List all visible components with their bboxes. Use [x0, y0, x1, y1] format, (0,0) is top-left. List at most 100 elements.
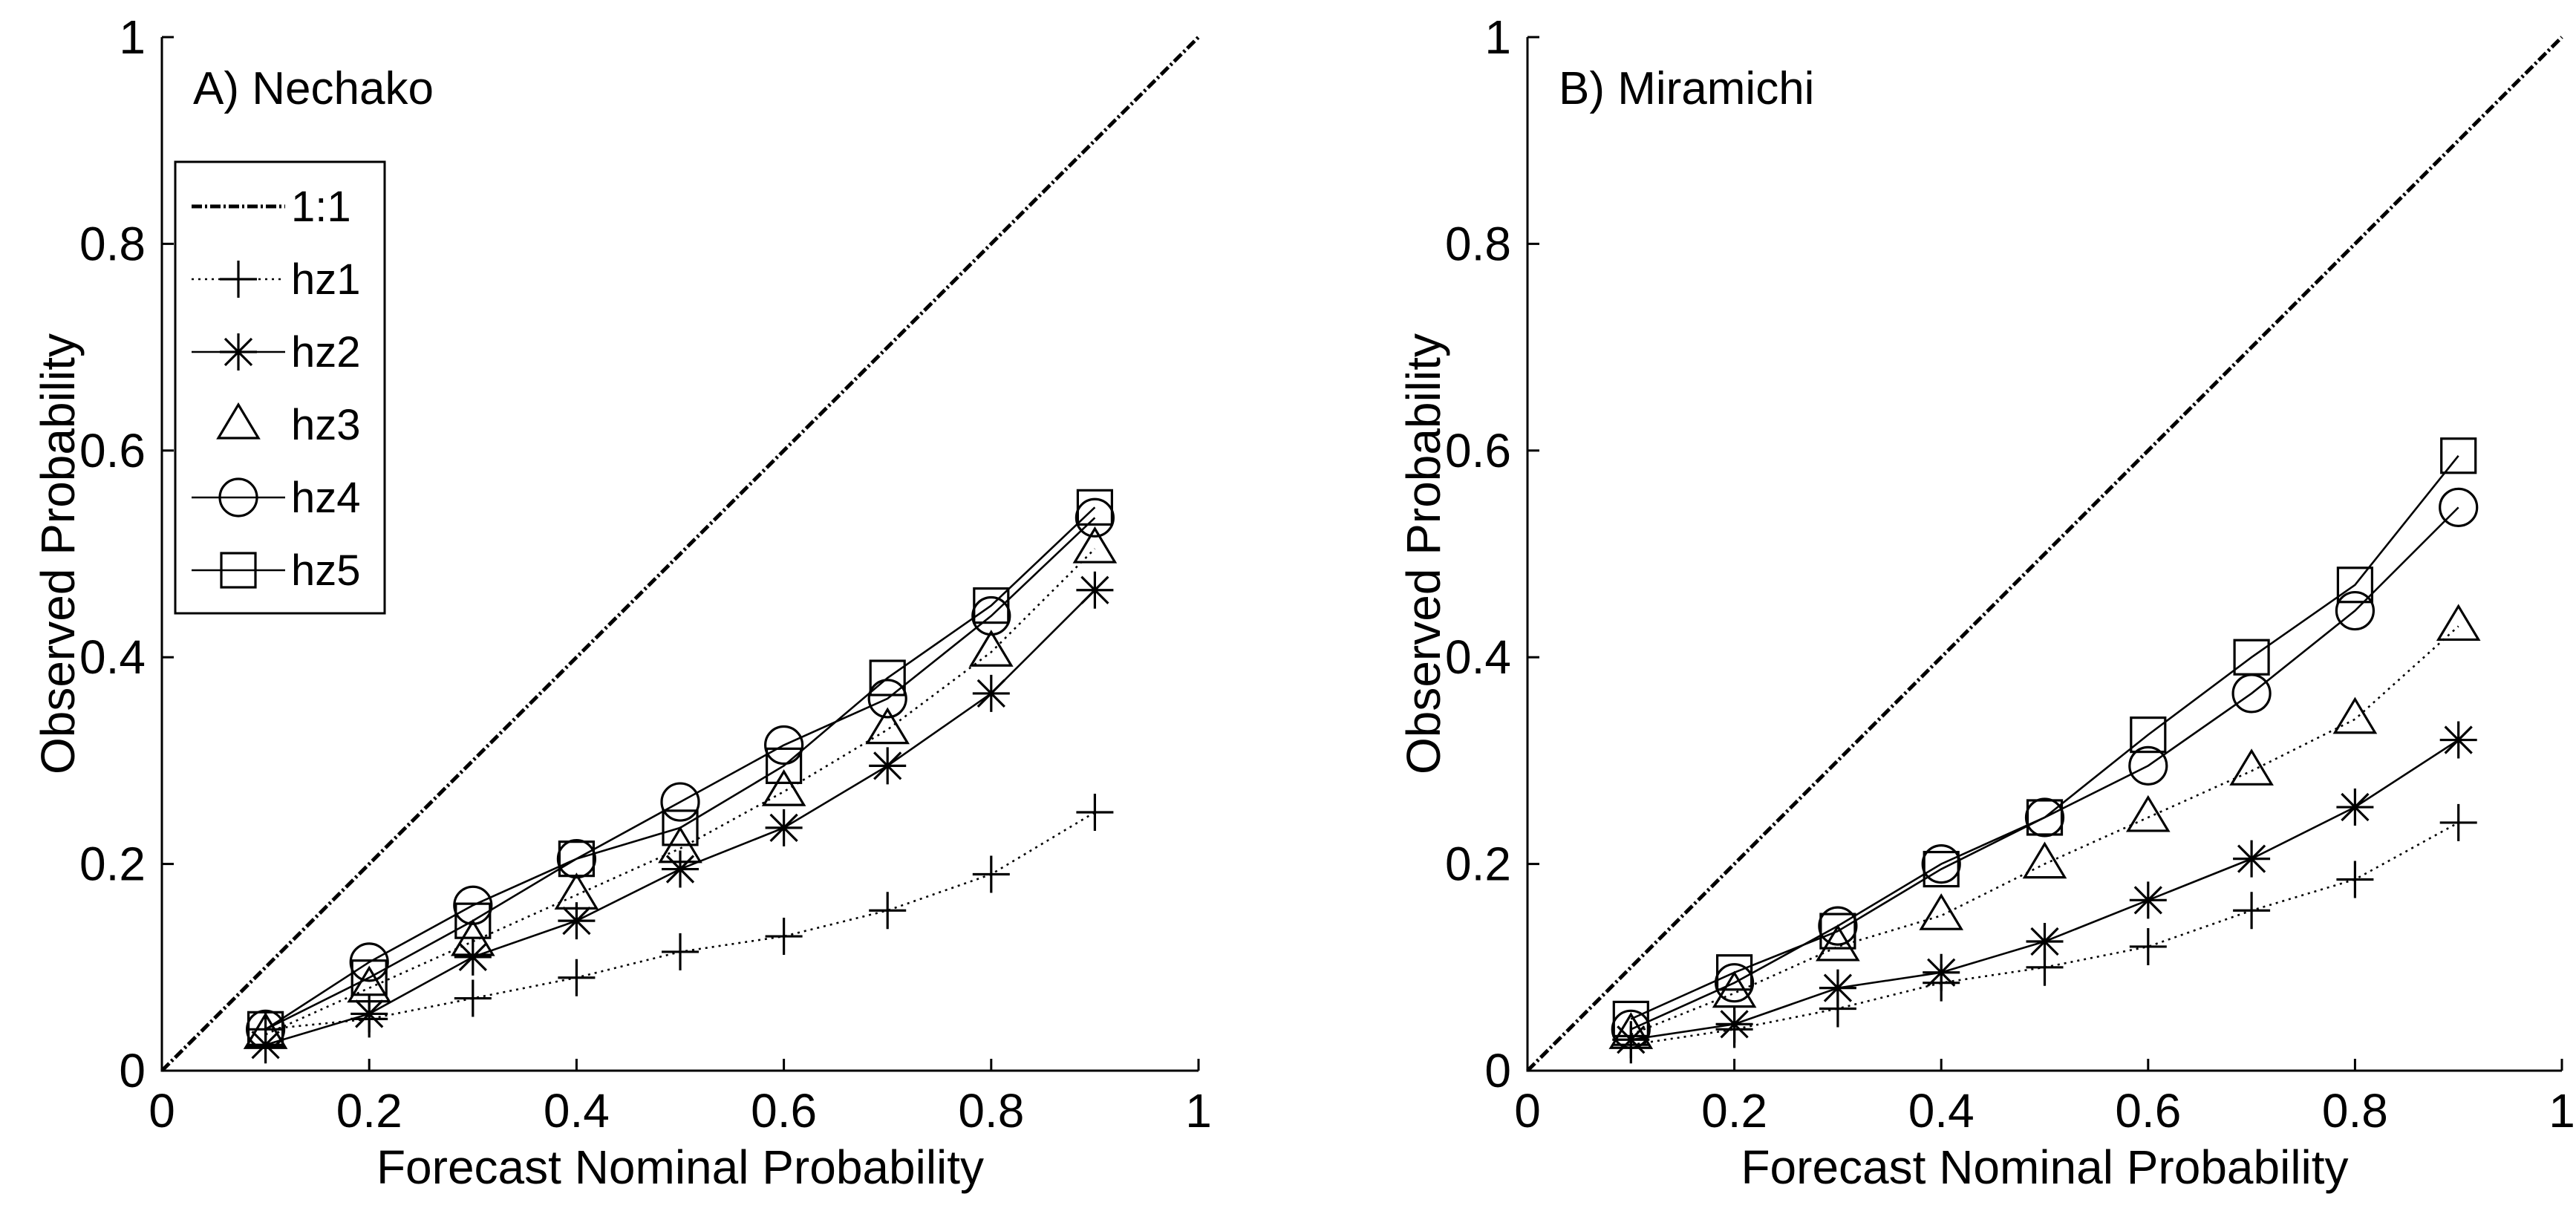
point-hz1-b	[2439, 803, 2477, 841]
point-hz5-a	[454, 902, 492, 939]
reference-line-1to1-a	[160, 36, 1200, 1072]
point-hz5-a	[247, 1011, 284, 1048]
y-tick-label-a: 0.2	[79, 838, 146, 891]
y-tick-label-b: 0.2	[1445, 838, 1511, 891]
y-tick-label-b: 1	[1484, 10, 1511, 64]
point-hz2-b	[1612, 1021, 1650, 1059]
point-hz5-b	[1716, 954, 1753, 991]
point-hz5-a	[1076, 489, 1114, 526]
legend-label: hz3	[291, 401, 361, 449]
point-hz3-a	[1072, 526, 1118, 564]
x-tick-label-a: 0	[149, 1084, 175, 1137]
chart-panel-a: 0 0.2 0.4 0.6 0.8 1 0 0.2 0.4 0.6 0.8 1 Forecast Nom…	[31, 10, 1212, 1194]
x-tick-label-b: 1	[2549, 1084, 2575, 1137]
point-hz2-b	[2233, 840, 2271, 878]
point-hz2-b	[2026, 923, 2064, 960]
point-hz5-a	[869, 659, 906, 696]
point-hz1-a	[1076, 794, 1114, 831]
y-tick-label-b: 0.6	[1445, 424, 1511, 477]
y-tick-label-a: 0.4	[79, 630, 146, 684]
point-hz4-b	[2128, 745, 2168, 786]
legend-marker-hz4	[218, 477, 258, 518]
x-tick-label-b: 0.2	[1701, 1084, 1767, 1137]
point-hz5-b	[2440, 437, 2477, 474]
series-line-hz2-a	[265, 589, 1096, 1046]
point-hz1-a	[662, 933, 699, 970]
point-hz4-b	[1818, 906, 1858, 946]
point-hz5-a	[350, 959, 388, 996]
series-line-hz3-a	[265, 548, 1096, 1036]
point-hz4-a	[1075, 497, 1115, 538]
legend-marker-hz5	[220, 552, 257, 589]
point-hz4-b	[2335, 590, 2375, 631]
point-hz3-b	[2125, 794, 2171, 832]
point-hz4-b	[2439, 487, 2479, 527]
x-tick-label-b: 0.6	[2115, 1084, 2181, 1137]
point-hz1-b	[2129, 927, 2167, 965]
point-hz5-a	[558, 840, 596, 878]
point-hz3-b	[2229, 748, 2274, 786]
panel-title-b: B) Miramichi	[1559, 63, 1814, 114]
point-hz4-a	[349, 942, 389, 982]
point-hz3-b	[1919, 893, 1964, 930]
x-tick-label-a: 1	[1185, 1084, 1212, 1137]
y-tick-label-b: 0.8	[1445, 217, 1511, 270]
point-hz4-b	[2024, 797, 2065, 838]
x-tick-label-b: 0.8	[2322, 1084, 2388, 1137]
point-hz1-b	[2336, 861, 2374, 898]
point-hz2-b	[2336, 789, 2374, 826]
point-hz3-a	[347, 965, 392, 1003]
point-hz3-b	[2436, 604, 2481, 642]
series-line-hz5-a	[265, 506, 1096, 1031]
legend	[174, 160, 386, 615]
point-hz4-b	[1611, 1009, 1651, 1049]
point-hz2-b	[1715, 1005, 1753, 1043]
point-hz5-b	[2336, 567, 2373, 604]
legend-label: hz4	[291, 474, 361, 522]
point-hz1-a	[765, 918, 803, 956]
point-hz2-a	[454, 938, 492, 976]
point-hz3-b	[2332, 696, 2378, 734]
legend-label: hz5	[291, 546, 361, 595]
legend-label: hz1	[291, 255, 361, 304]
legend-marker-hz2	[220, 333, 257, 371]
point-hz1-a	[558, 959, 596, 996]
chart-panel-b: 0 0.2 0.4 0.6 0.8 1 0 0.2 0.4 0.6 0.8 1 Forecast Nom…	[1397, 10, 2575, 1194]
point-hz2-a	[1076, 571, 1114, 609]
point-hz4-a	[763, 725, 804, 766]
point-hz4-a	[246, 1009, 286, 1049]
point-hz4-a	[660, 782, 700, 822]
point-hz2-a	[247, 1026, 284, 1064]
point-hz4-b	[1715, 963, 1755, 1003]
point-hz4-a	[971, 595, 1011, 636]
y-axis-title-a: Observed Probability	[31, 333, 85, 774]
x-axis-title-b: Forecast Nominal Probability	[1741, 1140, 2348, 1194]
point-hz5-b	[1923, 850, 1960, 888]
point-hz4-a	[556, 839, 597, 879]
point-hz3-a	[865, 707, 910, 745]
point-hz2-b	[1819, 969, 1856, 1007]
point-hz5-b	[1612, 1000, 1649, 1038]
point-hz1-a	[972, 855, 1010, 893]
x-tick-label-a: 0.4	[544, 1084, 610, 1137]
x-tick-label-a: 0.6	[751, 1084, 817, 1137]
point-hz5-b	[2130, 716, 2167, 754]
point-hz3-a	[968, 630, 1014, 667]
point-hz2-a	[558, 902, 596, 940]
y-tick-label-b: 0	[1484, 1044, 1511, 1097]
point-hz2-a	[662, 850, 699, 888]
legend-marker-hz3	[216, 402, 261, 440]
point-hz4-a	[867, 679, 907, 719]
point-hz2-a	[972, 674, 1010, 712]
x-tick-label-b: 0.4	[1908, 1084, 1975, 1137]
y-tick-label-b: 0.4	[1445, 630, 1511, 684]
point-hz3-a	[554, 872, 599, 910]
panel-title-a: A) Nechako	[193, 63, 434, 114]
x-tick-label-a: 0.2	[336, 1084, 402, 1137]
x-axis-title-a: Forecast Nominal Probability	[376, 1140, 984, 1194]
x-tick-label-b: 0	[1514, 1084, 1541, 1137]
series-line-hz4-a	[264, 517, 1096, 1031]
legend-label: hz2	[291, 328, 361, 376]
